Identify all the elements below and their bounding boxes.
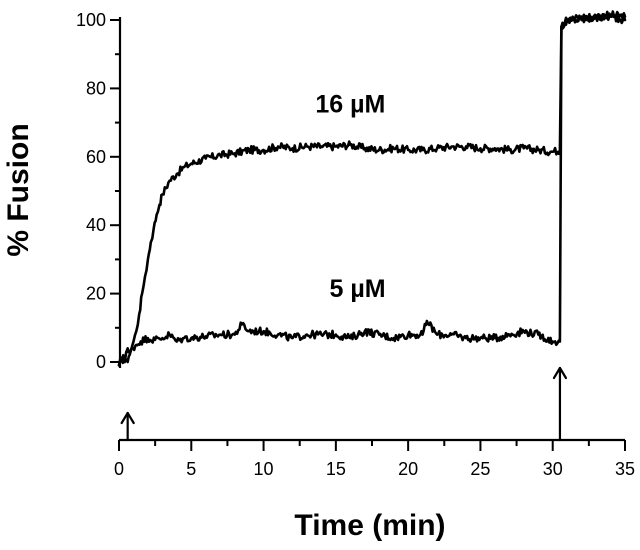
axes: 0 20 40 60 80 100 0 5 10 15 20 25 30 35 (76, 10, 635, 479)
x-axis-title: Time (min) (294, 509, 445, 542)
detergent-arrow (552, 366, 568, 442)
start-arrow (120, 411, 135, 442)
x-tick-label: 35 (615, 459, 635, 479)
x-tick-label: 0 (114, 459, 124, 479)
arrow-head (552, 366, 568, 380)
y-tick-label: 60 (86, 147, 106, 167)
x-tick-label: 10 (254, 459, 274, 479)
y-axis-title: % Fusion (2, 123, 35, 256)
y-tick-label: 80 (86, 78, 106, 98)
labels: 16 µM 5 µM (315, 90, 385, 303)
y-tick-label: 100 (76, 10, 106, 30)
series-line-5uM (117, 13, 627, 367)
markers (120, 366, 568, 442)
traces (117, 10, 627, 367)
x-tick-label: 5 (186, 459, 196, 479)
x-tick-label: 25 (470, 459, 490, 479)
series-line-16uM (117, 10, 627, 367)
y-tick-label: 20 (86, 284, 106, 304)
x-tick-label: 20 (398, 459, 418, 479)
arrow-head (120, 411, 135, 425)
x-tick-label: 30 (543, 459, 563, 479)
series-label-16uM: 16 µM (315, 90, 385, 118)
y-tick-label: 40 (86, 215, 106, 235)
series-label-5uM: 5 µM (329, 275, 385, 303)
y-tick-label: 0 (96, 352, 106, 372)
x-tick-label: 15 (326, 459, 346, 479)
